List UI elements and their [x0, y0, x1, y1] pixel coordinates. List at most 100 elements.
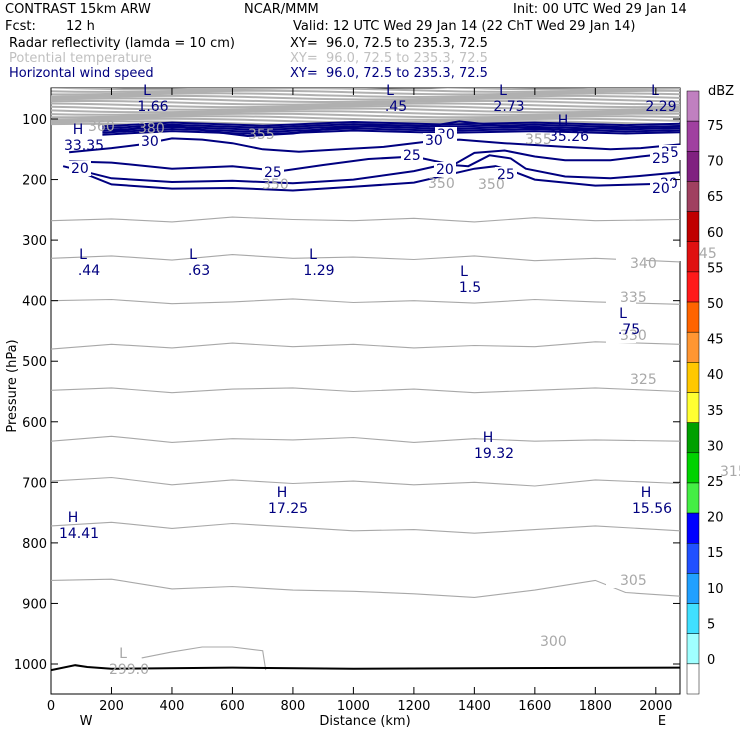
extremum-value-0: 1.66	[137, 99, 168, 115]
y-tick-label: 100	[22, 113, 47, 128]
colorbar-level: 35	[707, 404, 724, 419]
colorbar-swatch	[686, 543, 700, 574]
wind-contour-30	[69, 137, 680, 154]
wind-label-bg	[650, 181, 672, 196]
extremum-type-9: L	[460, 264, 468, 280]
wind-label-20: 20	[71, 161, 89, 177]
colorbar-unit: dBZ	[708, 84, 734, 99]
axes: 100 200 300 400 500 600 700 800 900 1000 0 200 400 60…	[5, 88, 680, 729]
colorbar-level: 20	[707, 511, 724, 526]
theta-contour-325	[51, 387, 680, 394]
wind-core-line	[102, 127, 680, 134]
colorbar-swatch	[686, 512, 700, 544]
theta-dense-line	[51, 92, 680, 99]
y-tick-label: 1000	[14, 658, 47, 673]
field-name-reflectivity: Radar reflectivity (lamda = 10 cm)	[9, 36, 235, 51]
x-tick-label: 800	[281, 699, 306, 714]
theta-dense-line	[51, 107, 680, 114]
colorbar-swatch	[686, 362, 700, 393]
theta-contour-315	[51, 476, 680, 487]
extremum-value-3: 2.29	[645, 99, 676, 115]
y-axis-label: Pressure (hPa)	[5, 339, 20, 432]
extremum-type-13: H	[68, 510, 79, 526]
theta-label-upper: 350	[262, 177, 289, 193]
theta-label-bg	[606, 329, 636, 343]
wind-label-25: 25	[403, 148, 421, 164]
extremum-type-10: L	[619, 306, 627, 322]
surface-line	[51, 664, 680, 672]
x-tick-label: 200	[99, 699, 124, 714]
colorbar-swatch	[686, 211, 700, 243]
extremum-value-10: .75	[618, 322, 640, 338]
theta-label-bg	[616, 373, 646, 387]
x-end-right: E	[658, 714, 666, 729]
extremum-value-13: 14.41	[59, 526, 99, 542]
colorbar-level: 50	[707, 297, 724, 312]
colorbar-swatch	[686, 573, 700, 604]
colorbar-swatch	[686, 331, 700, 363]
fcst-value: 12 h	[66, 19, 95, 34]
init-time: Init: 00 UTC Wed 29 Jan 14	[513, 2, 687, 17]
x-tick-label: 1800	[579, 699, 612, 714]
wind-label-extra: 30	[425, 133, 443, 149]
colorbar-level: 5	[707, 617, 715, 632]
extremum-value-12: 17.25	[268, 501, 308, 517]
colorbar-swatch	[686, 241, 700, 273]
wind-label-30: 30	[141, 134, 159, 150]
y-tick-label: 600	[22, 416, 47, 431]
theta-label-upper: 360	[88, 119, 115, 135]
center-name: NCAR/MMM	[244, 2, 319, 17]
colorbar-level: 45	[707, 333, 724, 348]
theta-label-305: 305	[620, 573, 647, 589]
field-xy-theta: XY= 96.0, 72.5 to 235.3, 72.5	[290, 51, 488, 66]
colorbar-swatch	[686, 90, 700, 122]
x-tick-label: 1400	[458, 699, 491, 714]
extremum-type-3: L	[651, 83, 659, 99]
theta-label-300: 300	[540, 634, 567, 650]
y-tick-label: 500	[22, 355, 47, 370]
extremum-type-5: H	[558, 113, 569, 129]
extremum-value-9: 1.5	[459, 280, 481, 296]
wind-core-line	[102, 129, 680, 136]
extremum-type-4: H	[73, 122, 84, 138]
extremum-value-14: 15.56	[632, 501, 672, 517]
wind-label-bg	[434, 162, 456, 177]
theta-label-bg	[606, 291, 636, 305]
extrema-markers: L1.66L.45L2.73L2.29H33.35H35.26L.44L.63L…	[59, 83, 677, 678]
extremum-type-2: L	[499, 83, 507, 99]
extremum-value-7: .63	[188, 263, 210, 279]
theta-dense-line	[51, 112, 680, 119]
field-name-theta: Potential temperature	[9, 51, 152, 66]
theta-label-upper: 350	[428, 176, 455, 192]
extremum-type-0: L	[143, 83, 151, 99]
wind-label-extra: 25	[497, 167, 515, 183]
surface-pressure-line	[51, 664, 680, 672]
colorbar-swatch	[686, 392, 700, 423]
y-tick-label: 800	[22, 537, 47, 552]
colorbar-level: 10	[707, 582, 724, 597]
theta-contour-345	[51, 216, 680, 223]
wind-core-line	[102, 125, 680, 132]
extremum-type-7: L	[189, 247, 197, 263]
colorbar-level: 25	[707, 475, 724, 490]
colorbar-level: 0	[707, 653, 715, 668]
extremum-value-15: 299.0	[109, 662, 149, 678]
wind-core-line	[102, 120, 680, 128]
colorbar-swatch	[686, 151, 700, 182]
x-tick-label: 1600	[518, 699, 551, 714]
x-tick-label: 1200	[397, 699, 430, 714]
colorbar-level: 70	[707, 155, 724, 170]
extremum-value-2: 2.73	[493, 99, 524, 115]
theta-dense-upper	[51, 88, 680, 129]
wind-label-extra: 25	[652, 151, 670, 167]
theta-label-330: 330	[620, 328, 647, 344]
x-tick-label: 2000	[639, 699, 672, 714]
extremum-type-15: L	[119, 646, 127, 662]
theta-dense-line	[51, 97, 680, 103]
colorbar-level: 65	[707, 190, 724, 205]
theta-label-bg	[526, 635, 556, 649]
colorbar-swatch	[686, 120, 700, 152]
theta-label-upper: 350	[478, 177, 505, 193]
theta-contour-310	[51, 521, 680, 534]
